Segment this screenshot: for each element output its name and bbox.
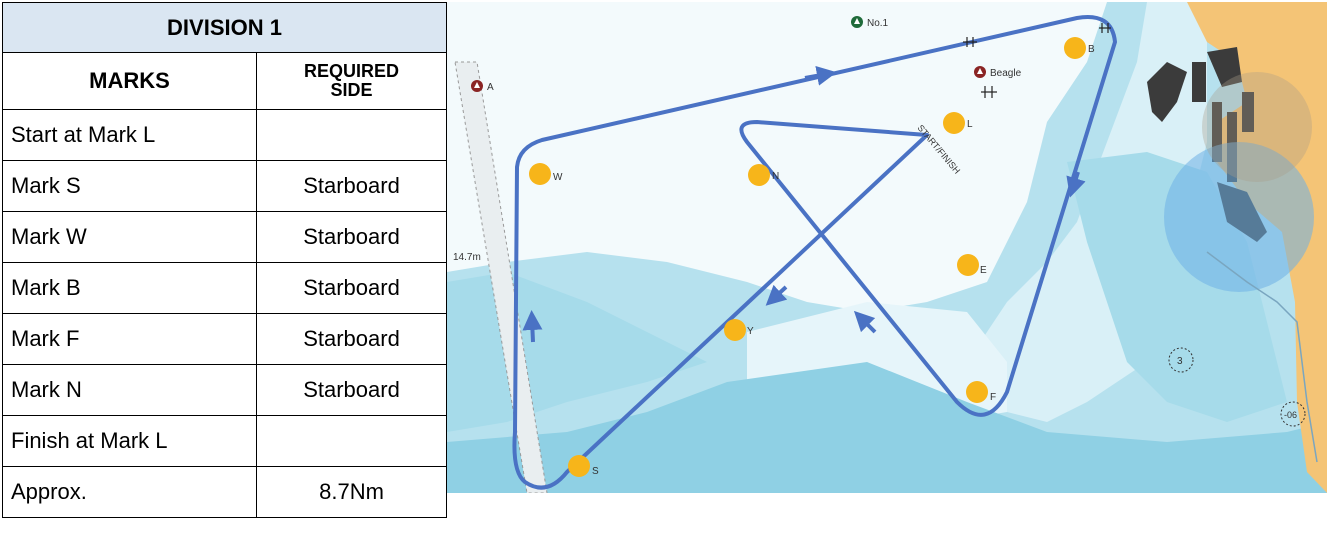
deep-water-south [447,362,1327,493]
sounding-06-label: -06 [1284,410,1297,420]
channel-strip [454,61,548,493]
mark-l-dot[interactable] [943,112,965,134]
restricted-circle [1202,72,1312,182]
course-table: DIVISION 1 MARKS REQUIRED SIDE Start at … [1,2,448,518]
course-marks: B L W N E Y F S [529,37,1095,477]
course-route [512,15,1117,490]
mark-y-label: Y [747,326,754,337]
mark-f-label: F [990,392,996,403]
mark-cell: Mark W [2,211,257,263]
table-row: Start at Mark L [2,109,448,161]
table-row: Mark B Starboard [2,262,448,314]
buoy-a[interactable]: A [471,80,494,93]
mark-n-label: N [772,171,779,182]
table-row: Mark S Starboard [2,160,448,212]
mark-s-dot[interactable] [568,455,590,477]
mark-cell: Approx. [2,466,257,518]
chart-svg: START/FINISH B L W N E Y F S No.1 A Beag… [447,2,1327,493]
side-cell [255,109,448,161]
wreck-icon [963,37,977,47]
mark-cell: Mark B [2,262,257,314]
buoy-beagle-label: Beagle [990,68,1022,79]
mark-e-dot[interactable] [957,254,979,276]
mark-f-dot[interactable] [966,381,988,403]
shallow-water-area [447,2,1207,422]
mark-cell: Mark F [2,313,257,365]
shallow-sand-area [447,2,1107,312]
table-row: Finish at Mark L [2,415,448,467]
wreck-icon [981,86,997,98]
mark-cell: Start at Mark L [2,109,257,161]
table-row: Approx. 8.7Nm [2,466,448,518]
shoreline [1206,251,1318,463]
side-cell [255,415,448,467]
buoy-beagle[interactable]: Beagle [974,66,1022,79]
required-side-header-line2: SIDE [330,80,373,100]
wreck-icon [1099,23,1111,33]
marks-column-header: MARKS [2,52,257,110]
table-row: Mark N Starboard [2,364,448,416]
sounding-3-label: 3 [1177,356,1183,367]
side-cell: Starboard [255,160,448,212]
mark-cell: Mark N [2,364,257,416]
required-side-column-header: REQUIRED SIDE [255,52,448,110]
mark-n-dot[interactable] [748,164,770,186]
side-cell: Starboard [255,313,448,365]
required-side-header-line1: REQUIRED [304,61,400,81]
mark-l-label: L [967,119,973,130]
mark-s-label: S [592,466,599,477]
course-arrows [522,65,1086,343]
mark-b-label: B [1088,44,1095,55]
obstruction-icons [963,23,1111,98]
buoy-a-label: A [487,82,494,93]
mark-y-dot[interactable] [724,319,746,341]
mark-w-label: W [553,172,563,183]
buoy-no1[interactable]: No.1 [851,16,889,29]
depth-label: 14.7m [453,252,481,263]
buoy-no1-label: No.1 [867,18,889,29]
side-cell: Starboard [255,364,448,416]
mark-e-label: E [980,265,987,276]
mark-b-dot[interactable] [1064,37,1086,59]
sounding-circle [1280,401,1306,427]
mark-cell: Finish at Mark L [2,415,257,467]
sounding-circle [1168,347,1194,373]
mark-w-dot[interactable] [529,163,551,185]
table-row: Mark W Starboard [2,211,448,263]
side-cell: Starboard [255,262,448,314]
mark-cell: Mark S [2,160,257,212]
table-row: Mark F Starboard [2,313,448,365]
division-title: DIVISION 1 [1,2,448,53]
side-cell: 8.7Nm [255,466,448,518]
side-cell: Starboard [255,211,448,263]
course-map[interactable]: START/FINISH B L W N E Y F S No.1 A Beag… [447,2,1327,493]
exclusion-zone [1164,142,1314,292]
